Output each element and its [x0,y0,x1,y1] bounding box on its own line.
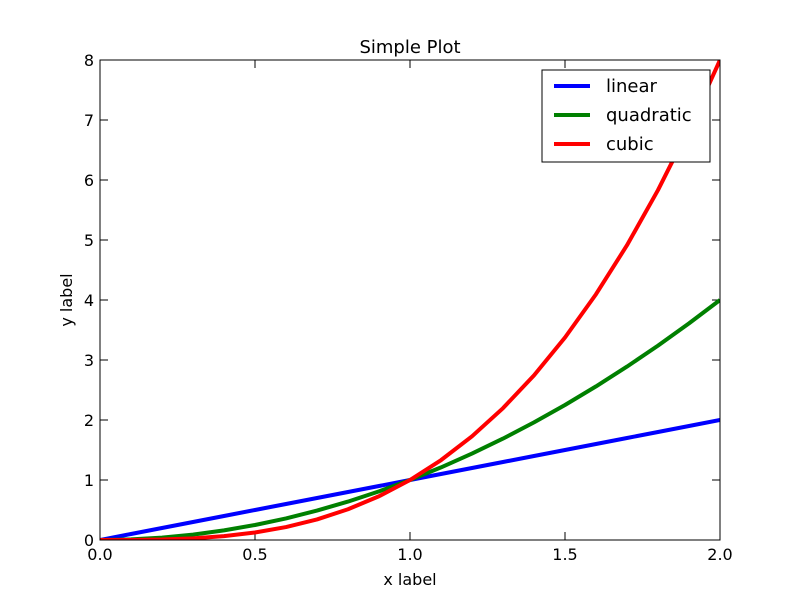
y-tick-label: 4 [84,291,94,310]
y-tick-label: 2 [84,411,94,430]
y-tick-label: 0 [84,531,94,550]
legend-label-quadratic: quadratic [606,105,692,126]
x-tick-label: 0.0 [87,545,112,564]
y-tick-label: 8 [84,51,94,70]
chart-title: Simple Plot [359,37,460,58]
y-tick-label: 6 [84,171,94,190]
x-tick-label: 1.5 [552,545,577,564]
y-tick-label: 7 [84,111,94,130]
legend-label-linear: linear [606,76,658,97]
y-tick-label: 5 [84,231,94,250]
series-line-quadratic [100,298,720,540]
y-axis-label: y label [57,273,76,326]
y-tick-label: 1 [84,471,94,490]
plot-frame [99,59,721,541]
x-tick-label: 0.5 [242,545,267,564]
x-tick-label: 1.0 [397,545,422,564]
x-axis-label: x label [383,570,436,589]
legend: linear quadratic cubic [541,69,711,163]
x-tick-label: 2.0 [707,545,732,564]
legend-label-cubic: cubic [606,134,654,155]
y-tick-label: 3 [84,351,94,370]
series-line-cubic [100,60,720,540]
